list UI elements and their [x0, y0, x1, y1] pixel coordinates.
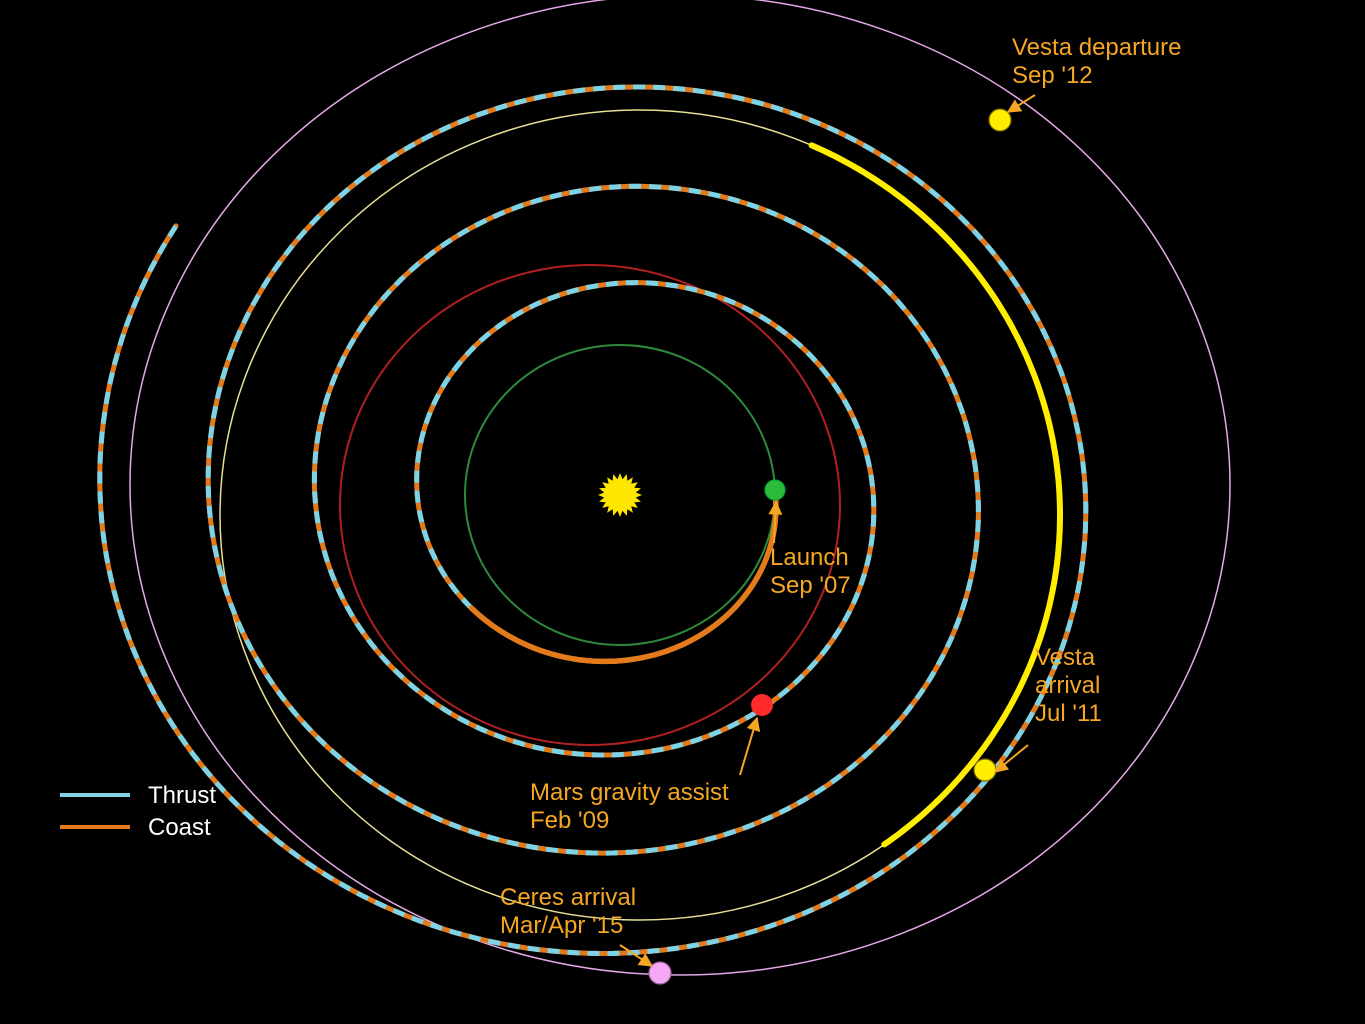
launch-label-line-1: Sep '07	[770, 572, 851, 599]
mars_assist-marker	[751, 694, 773, 716]
legend-label-thrust: Thrust	[148, 782, 216, 809]
vesta_arrival-marker	[974, 759, 996, 781]
vesta_departure-label-line-1: Sep '12	[1012, 62, 1093, 89]
launch-label: LaunchSep '07	[770, 544, 851, 599]
vesta_arrival-label-line-2: Jul '11	[1035, 700, 1102, 727]
launch-label-line-0: Launch	[770, 544, 849, 571]
vesta_departure-marker	[989, 109, 1011, 131]
ceres_arrival-label: Ceres arrivalMar/Apr '15	[500, 884, 636, 939]
vesta_arrival-label-line-1: arrival	[1035, 672, 1100, 699]
vesta_arrival-label-line-0: Vesta	[1035, 644, 1096, 671]
mars_assist-label-line-1: Feb '09	[530, 807, 609, 834]
ceres_arrival-label-line-0: Ceres arrival	[500, 884, 636, 911]
ceres_arrival-label-line-1: Mar/Apr '15	[500, 912, 623, 939]
legend-label-coast: Coast	[148, 814, 211, 841]
vesta_arrival-label: VestaarrivalJul '11	[1035, 644, 1102, 727]
mars_assist-label-line-0: Mars gravity assist	[530, 779, 729, 806]
launch-marker	[765, 480, 785, 500]
background	[0, 0, 1365, 1024]
vesta_departure-label-line-0: Vesta departure	[1012, 34, 1181, 61]
